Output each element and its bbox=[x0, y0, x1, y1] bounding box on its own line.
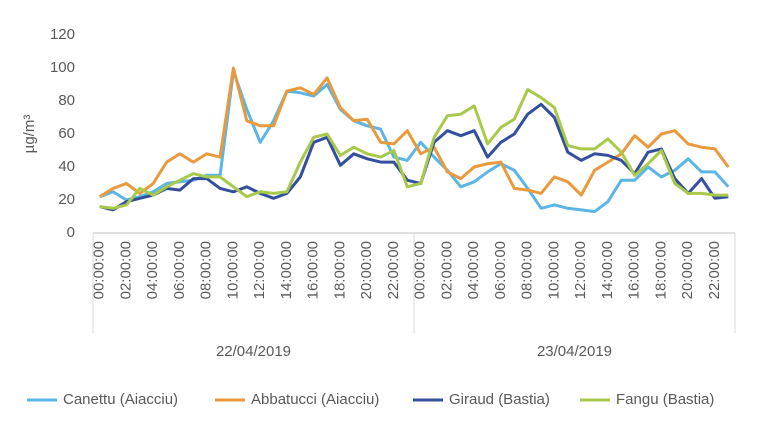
x-tick-label: 22:00:00 bbox=[385, 241, 402, 299]
x-tick-label: 02:00:00 bbox=[117, 241, 134, 299]
group-label: 22/04/2019 bbox=[216, 343, 291, 360]
y-tick-label: 100 bbox=[50, 59, 75, 76]
group-label: 23/04/2019 bbox=[537, 343, 612, 360]
x-tick-label: 04:00:00 bbox=[465, 241, 482, 299]
x-tick-label: 12:00:00 bbox=[251, 241, 268, 299]
x-tick-label: 08:00:00 bbox=[519, 241, 536, 299]
legend-label: Canettu (Aiacciu) bbox=[63, 391, 178, 408]
y-axis-label: µg/m³ bbox=[21, 115, 38, 154]
x-tick-label: 00:00:00 bbox=[91, 241, 108, 299]
series-line bbox=[98, 66, 730, 198]
x-tick-label: 16:00:00 bbox=[626, 241, 643, 299]
x-tick-label: 06:00:00 bbox=[492, 241, 509, 299]
y-tick-label: 40 bbox=[58, 158, 75, 175]
x-tick-label: 22:00:00 bbox=[706, 241, 723, 299]
x-tick-label: 18:00:00 bbox=[331, 241, 348, 299]
legend-label: Fangu (Bastia) bbox=[616, 391, 714, 408]
y-tick-label: 60 bbox=[58, 125, 75, 142]
y-tick-label: 120 bbox=[50, 26, 75, 43]
series-line bbox=[99, 102, 729, 212]
x-tick-label: 18:00:00 bbox=[652, 241, 669, 299]
x-tick-label: 16:00:00 bbox=[305, 241, 322, 299]
x-tick-label: 00:00:00 bbox=[412, 241, 429, 299]
x-tick-label: 14:00:00 bbox=[599, 241, 616, 299]
legend-label: Abbatucci (Aiacciu) bbox=[251, 391, 379, 408]
y-tick-label: 20 bbox=[58, 191, 75, 208]
x-tick-label: 20:00:00 bbox=[679, 241, 696, 299]
x-tick-label: 14:00:00 bbox=[278, 241, 295, 299]
y-tick-label: 0 bbox=[67, 224, 75, 241]
x-tick-label: 12:00:00 bbox=[572, 241, 589, 299]
x-tick-label: 10:00:00 bbox=[545, 241, 562, 299]
legend-label: Giraud (Bastia) bbox=[449, 391, 550, 408]
series-line bbox=[99, 88, 729, 210]
x-tick-label: 20:00:00 bbox=[358, 241, 375, 299]
x-tick-label: 02:00:00 bbox=[438, 241, 455, 299]
x-tick-label: 10:00:00 bbox=[224, 241, 241, 299]
x-tick-label: 04:00:00 bbox=[144, 241, 161, 299]
x-tick-label: 06:00:00 bbox=[171, 241, 188, 299]
x-tick-label: 08:00:00 bbox=[198, 241, 215, 299]
y-tick-label: 80 bbox=[58, 92, 75, 109]
